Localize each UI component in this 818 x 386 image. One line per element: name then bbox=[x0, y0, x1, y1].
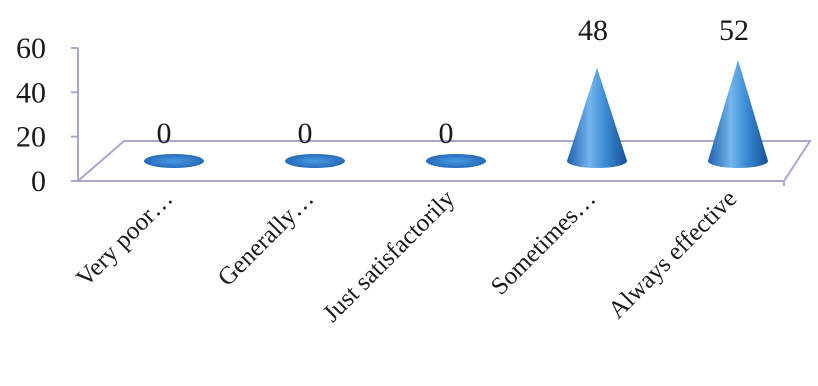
category-label: Very poor… bbox=[71, 185, 178, 292]
cone-bar bbox=[708, 60, 768, 168]
category-labels: Very poor… Generally…Just satisfactorily S… bbox=[71, 185, 742, 328]
category-label: Always effective bbox=[603, 185, 742, 324]
data-labels: 0 0 0 48 52 bbox=[157, 14, 750, 150]
axis-layer bbox=[71, 47, 812, 186]
y-tick-label: 0 bbox=[31, 165, 46, 198]
cone-base-flat bbox=[426, 154, 486, 168]
category-label: Just satisfactorily bbox=[318, 185, 461, 328]
cone-body bbox=[708, 60, 768, 168]
y-tick-labels: 0 20 40 60 bbox=[16, 32, 46, 198]
y-tick-label: 60 bbox=[16, 32, 46, 65]
data-label: 0 bbox=[298, 117, 313, 150]
cone-bar bbox=[567, 67, 627, 168]
cone-bar bbox=[285, 154, 345, 168]
cone-bars bbox=[144, 60, 768, 168]
category-label: Generally… bbox=[213, 185, 319, 291]
cone-base-flat bbox=[285, 154, 345, 168]
data-label: 0 bbox=[439, 117, 454, 150]
cone-base-flat bbox=[144, 154, 204, 168]
cone-body bbox=[567, 67, 627, 168]
data-label: 48 bbox=[578, 14, 608, 47]
chart-floor bbox=[75, 140, 812, 182]
data-label: 52 bbox=[719, 14, 749, 47]
category-label: Sometimes… bbox=[486, 185, 601, 300]
y-tick-label: 20 bbox=[16, 121, 46, 154]
cone-bar bbox=[144, 154, 204, 168]
data-label: 0 bbox=[157, 117, 172, 150]
cone-bar bbox=[426, 154, 486, 168]
y-tick-label: 40 bbox=[16, 76, 46, 109]
